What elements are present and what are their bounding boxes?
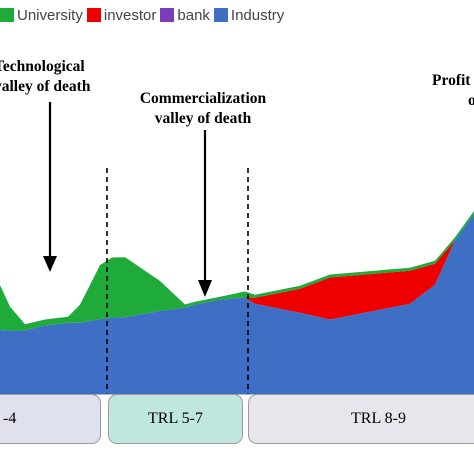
annotation-technological-valley: Technological valley of death — [0, 57, 106, 97]
legend-label-industry: Industry — [230, 6, 285, 24]
annotation-technological-line2: valley of death — [0, 78, 91, 95]
annotation-profit: Profit o — [432, 71, 474, 111]
trl-stage-8-9-label: TRL 8-9 — [351, 410, 406, 427]
legend-label-university: University — [17, 6, 83, 24]
stacked-area-group — [0, 211, 474, 394]
area-series-industry — [0, 214, 474, 394]
legend-item-investor: investor — [86, 6, 157, 24]
legend-swatch-industry — [213, 8, 228, 22]
trl-stage-early-label: -4 — [3, 410, 17, 427]
legend-swatch-investor — [86, 8, 101, 22]
legend-item-bank: bank — [160, 7, 210, 24]
annotation-profit-line2: o — [468, 92, 474, 109]
annotation-profit-line1: Profit — [432, 72, 471, 89]
legend: University investor bank Industry — [0, 4, 288, 26]
legend-item-university: University — [0, 7, 83, 24]
legend-label-bank: bank — [177, 6, 210, 24]
arrow-technological — [43, 102, 57, 272]
legend-item-industry: Industry — [213, 6, 285, 24]
arrow-commercialization — [198, 130, 212, 297]
legend-swatch-bank — [160, 8, 175, 22]
annotation-technological-line1: Technological — [0, 58, 85, 75]
legend-swatch-university — [0, 8, 14, 22]
area-series-university — [0, 211, 474, 331]
area-series-investor — [0, 214, 474, 331]
annotation-commercialization-valley: Commercialization valley of death — [128, 89, 278, 129]
annotation-commercialization-line2: valley of death — [154, 110, 252, 127]
legend-label-investor: investor — [103, 6, 157, 24]
annotation-commercialization-line1: Commercialization — [139, 90, 267, 107]
trl-stage-early: -4 — [0, 394, 101, 444]
trl-stage-5-7: TRL 5-7 — [108, 394, 243, 444]
trl-stage-8-9: TRL 8-9 — [248, 394, 474, 444]
trl-stage-5-7-label: TRL 5-7 — [148, 410, 203, 427]
